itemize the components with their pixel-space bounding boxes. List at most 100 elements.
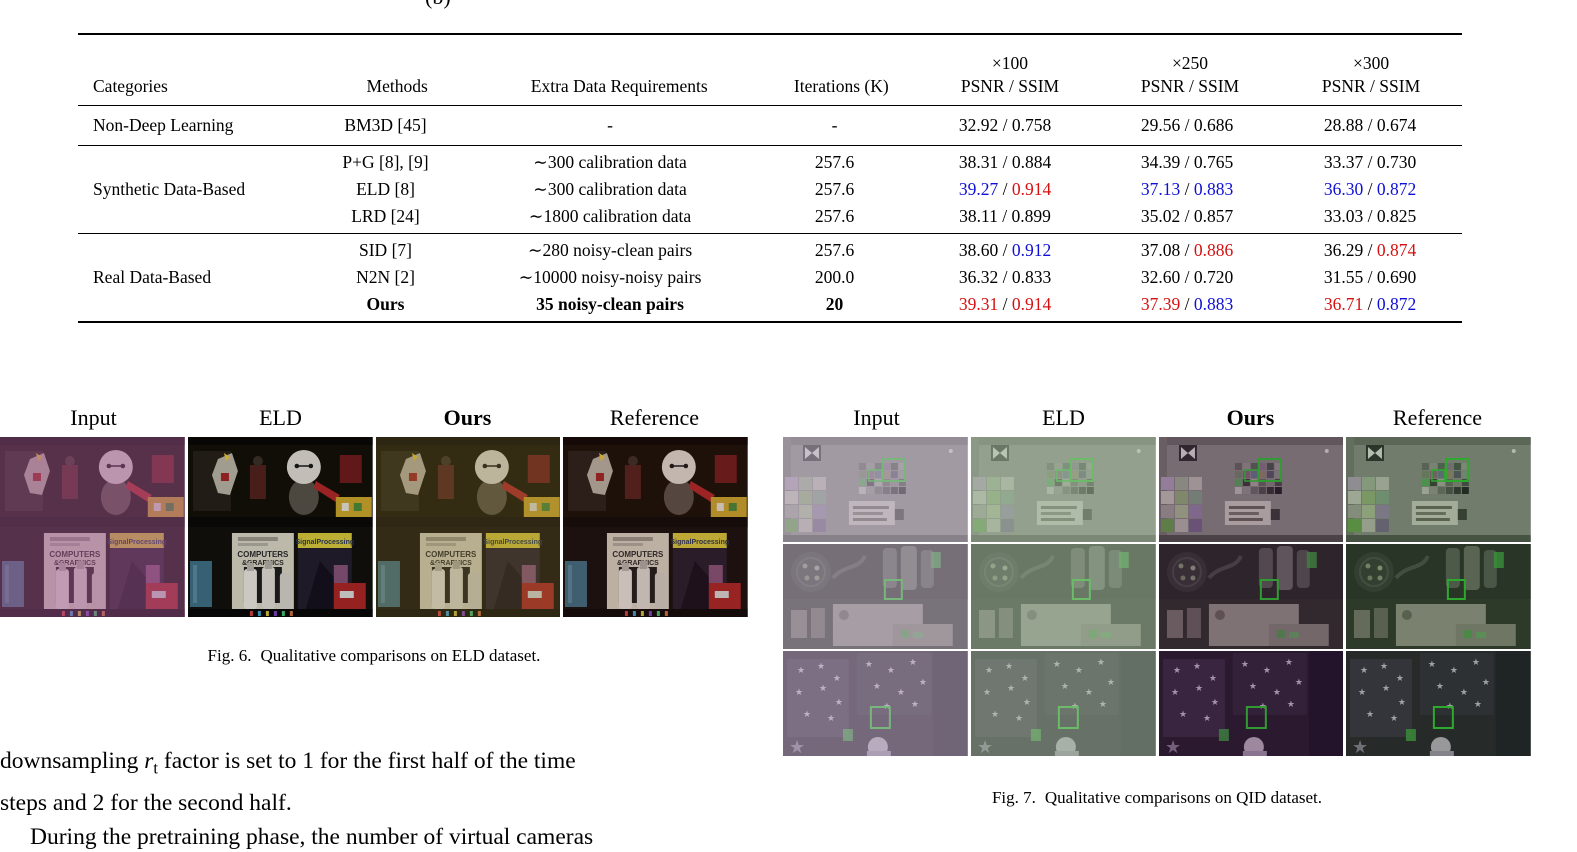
extra-data-cell: ∼300 calibration data bbox=[533, 179, 687, 199]
figure-image bbox=[1158, 651, 1344, 756]
body-paragraph: downsampling rt factor is set to 1 for t… bbox=[0, 744, 760, 852]
figure-image bbox=[783, 544, 968, 649]
metric-cell: 32.92 / 0.758 bbox=[958, 115, 1052, 135]
results-table: Categories Methods Extra Data Requiremen… bbox=[78, 33, 1462, 323]
extra-data-cell: ∼10000 noisy-noisy pairs bbox=[518, 267, 702, 287]
figure-image bbox=[970, 651, 1156, 756]
figure-image bbox=[187, 527, 373, 617]
metric-cell: 32.60 / 0.720 bbox=[1140, 267, 1234, 287]
body-line-1: downsampling rt factor is set to 1 for t… bbox=[0, 748, 576, 778]
figure-image bbox=[375, 527, 561, 617]
iterations-cell: 200.0 bbox=[814, 267, 855, 287]
metric-cell: 33.37 / 0.730 bbox=[1323, 152, 1417, 172]
iterations-cell: - bbox=[831, 115, 838, 135]
fig7-column-labels: Input ELD Ours Reference bbox=[783, 405, 1531, 435]
fig7-label-eld: ELD bbox=[1042, 405, 1085, 430]
figure-image bbox=[1158, 437, 1344, 542]
header-methods: Methods bbox=[366, 76, 428, 96]
table-header-row: Categories Methods Extra Data Requiremen… bbox=[78, 35, 1462, 106]
metric-cell: 39.31 / 0.914 bbox=[958, 294, 1052, 314]
metric-cell: 36.32 / 0.833 bbox=[958, 267, 1052, 287]
figure-image bbox=[563, 437, 748, 527]
table-group: Synthetic Data-Based P+G [8], [9] ∼300 c… bbox=[78, 146, 1462, 234]
figure-image bbox=[970, 544, 1156, 649]
category-cell: Non-Deep Learning bbox=[93, 115, 234, 135]
extra-data-cell: 35 noisy-clean pairs bbox=[536, 294, 684, 314]
table-row: Ours 35 noisy-clean pairs 20 39.31 / 0.91… bbox=[306, 291, 1462, 318]
metric-cell: 39.27 / 0.914 bbox=[958, 179, 1052, 199]
fig6-column-labels: Input ELD Ours Reference bbox=[0, 405, 748, 435]
category-cell: Synthetic Data-Based bbox=[93, 179, 246, 199]
metric-cell: 36.29 / 0.874 bbox=[1323, 240, 1417, 260]
figure-image bbox=[783, 437, 968, 542]
metric-cell: 36.30 / 0.872 bbox=[1323, 179, 1417, 199]
method-cell: SID [7] bbox=[359, 240, 412, 260]
extra-data-cell: ∼280 noisy-clean pairs bbox=[527, 240, 693, 260]
figure-image bbox=[1158, 544, 1344, 649]
fig7-image-grid bbox=[783, 437, 1531, 757]
metric-cell: 37.08 / 0.886 bbox=[1140, 240, 1234, 260]
metric-cell: 29.56 / 0.686 bbox=[1140, 115, 1234, 135]
figure-image bbox=[970, 437, 1156, 542]
method-cell: N2N [2] bbox=[356, 267, 415, 287]
table-body: Non-Deep Learning BM3D [45] - - 32.92 / 0… bbox=[78, 106, 1462, 321]
math-var: r bbox=[144, 748, 154, 774]
metric-cell: 38.60 / 0.912 bbox=[958, 240, 1052, 260]
figure-image bbox=[1346, 651, 1531, 756]
metric-cell: 38.11 / 0.899 bbox=[959, 206, 1051, 226]
fig7-label-ours: Ours bbox=[1226, 405, 1275, 430]
iterations-cell: 257.6 bbox=[814, 240, 855, 260]
figure-image bbox=[0, 527, 185, 617]
method-cell: Ours bbox=[366, 294, 405, 314]
table-row: BM3D [45] - - 32.92 / 0.758 29.56 / 0.686 2… bbox=[306, 109, 1462, 142]
fig7-label-input: Input bbox=[853, 405, 900, 430]
metric-cell: 36.71 / 0.872 bbox=[1323, 294, 1417, 314]
subfigure-label-partial: (b) bbox=[425, 0, 451, 10]
table-row: ELD [8] ∼300 calibration data 257.6 39.27… bbox=[306, 176, 1462, 203]
metric-cell: 35.02 / 0.857 bbox=[1140, 206, 1234, 226]
header-x100: ×100 PSNR / SSIM bbox=[960, 53, 1060, 96]
method-cell: LRD [24] bbox=[351, 206, 420, 226]
header-iterations: Iterations (K) bbox=[793, 76, 889, 96]
metric-cell: 34.39 / 0.765 bbox=[1140, 152, 1234, 172]
extra-data-cell: - bbox=[607, 115, 613, 135]
metric-cell: 37.13 / 0.883 bbox=[1140, 179, 1234, 199]
figure-image bbox=[1346, 437, 1531, 542]
fig6-label-reference: Reference bbox=[609, 405, 700, 430]
figure-image bbox=[563, 527, 748, 617]
table-row: SID [7] ∼280 noisy-clean pairs 257.6 38.6… bbox=[306, 237, 1462, 264]
method-cell: BM3D [45] bbox=[344, 115, 427, 135]
header-x250: ×250 PSNR / SSIM bbox=[1140, 53, 1240, 96]
header-categories: Categories bbox=[93, 76, 168, 96]
fig6-label-input: Input bbox=[70, 405, 117, 430]
header-x300: ×300 PSNR / SSIM bbox=[1321, 53, 1421, 96]
table-group: Non-Deep Learning BM3D [45] - - 32.92 / 0… bbox=[78, 106, 1462, 146]
metric-cell: 38.31 / 0.884 bbox=[958, 152, 1052, 172]
extra-data-cell: ∼1800 calibration data bbox=[528, 206, 692, 226]
metric-cell: 28.88 / 0.674 bbox=[1323, 115, 1417, 135]
figure-image bbox=[375, 437, 561, 527]
fig6-caption: Fig. 6. Qualitative comparisons on ELD da… bbox=[207, 646, 541, 665]
extra-data-cell: ∼300 calibration data bbox=[533, 152, 687, 172]
table-row: N2N [2] ∼10000 noisy-noisy pairs 200.0 36… bbox=[306, 264, 1462, 291]
iterations-cell: 257.6 bbox=[814, 179, 855, 199]
figure-image bbox=[187, 437, 373, 527]
metric-cell: 37.39 / 0.883 bbox=[1140, 294, 1234, 314]
table-group: Real Data-Based SID [7] ∼280 noisy-clean… bbox=[78, 234, 1462, 321]
table-row: LRD [24] ∼1800 calibration data 257.6 38.… bbox=[306, 203, 1462, 230]
figure-image bbox=[783, 651, 968, 756]
table-row: P+G [8], [9] ∼300 calibration data 257.6… bbox=[306, 149, 1462, 176]
header-extra-data: Extra Data Requirements bbox=[530, 76, 708, 96]
method-cell: ELD [8] bbox=[356, 179, 415, 199]
body-line-3: During the pretraining phase, the number… bbox=[30, 823, 594, 850]
figure-image bbox=[0, 437, 185, 527]
fig7-label-reference: Reference bbox=[1392, 405, 1483, 430]
method-cell: P+G [8], [9] bbox=[342, 152, 429, 172]
category-cell: Real Data-Based bbox=[93, 267, 212, 287]
metric-cell: 31.55 / 0.690 bbox=[1323, 267, 1417, 287]
iterations-cell: 20 bbox=[825, 294, 844, 314]
iterations-cell: 257.6 bbox=[814, 206, 855, 226]
iterations-cell: 257.6 bbox=[814, 152, 855, 172]
fig7-caption: Fig. 7. Qualitative comparisons on QID da… bbox=[991, 788, 1323, 807]
